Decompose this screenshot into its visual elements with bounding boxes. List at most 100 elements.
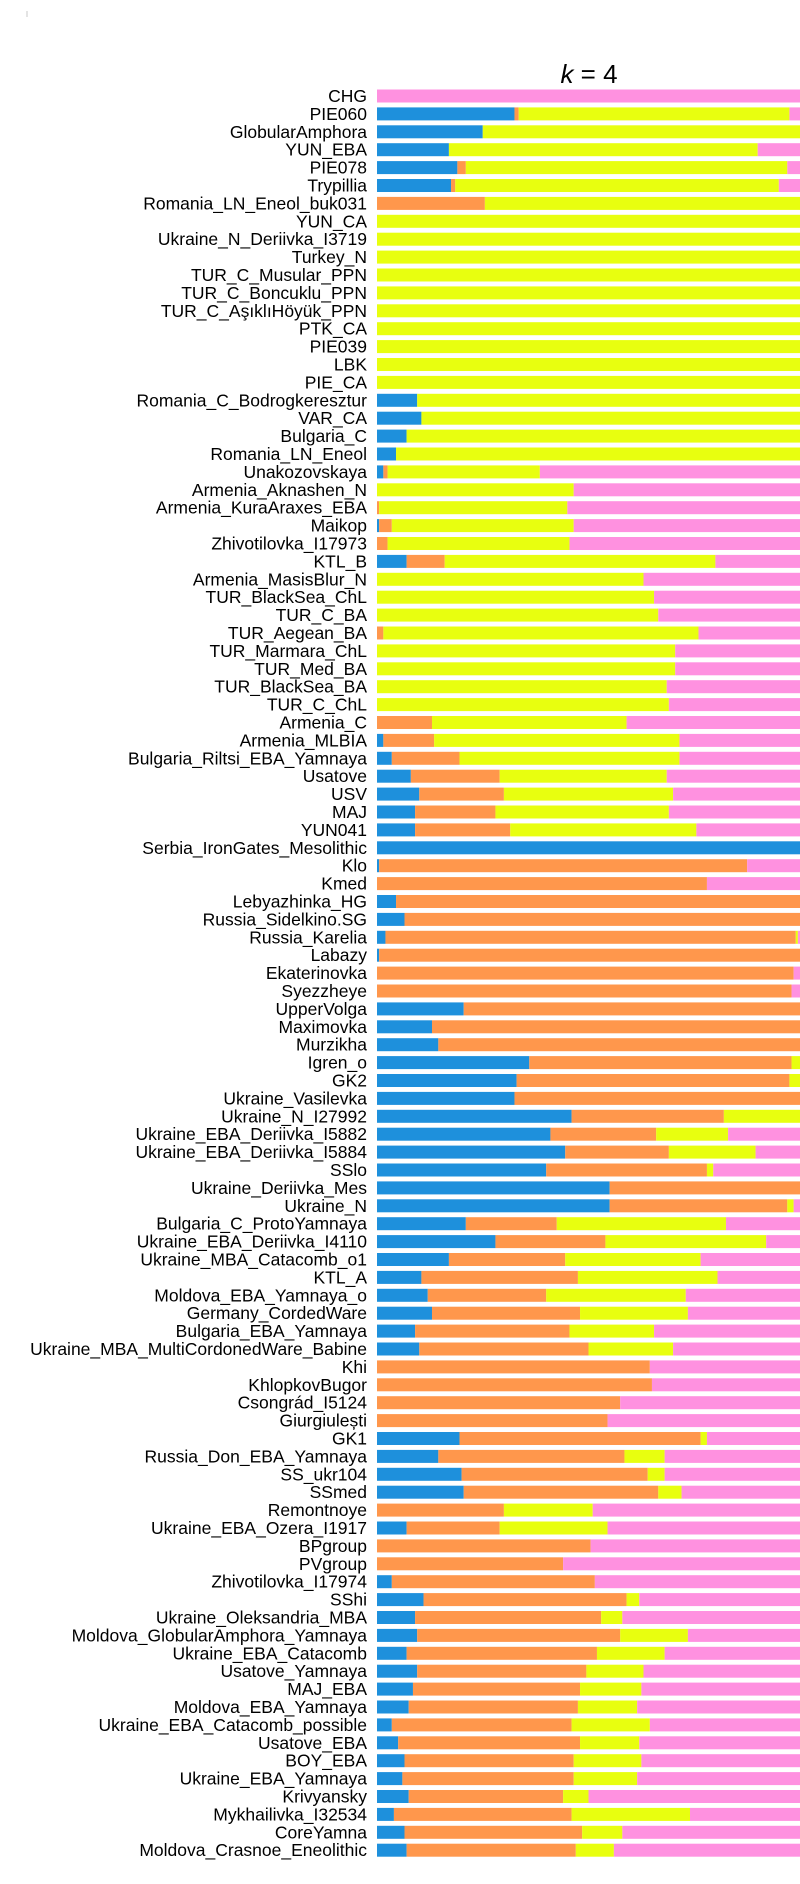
row-label: PIE_CA — [305, 372, 368, 393]
bar-segment — [789, 1074, 800, 1087]
bar-segment — [377, 1628, 418, 1642]
row-label: TUR_C_AşıklıHöyük_PPN — [161, 301, 367, 322]
bar-segment — [377, 1736, 399, 1750]
bar-segment — [793, 1199, 800, 1213]
bar-segment — [639, 1736, 800, 1750]
bar-segment — [624, 1449, 665, 1463]
bar-segment — [412, 1682, 581, 1696]
row-label: Armenia_MasisBlur_N — [193, 569, 367, 590]
bar-segment — [666, 769, 800, 783]
bar-segment — [649, 1360, 800, 1374]
bar-segment — [377, 358, 800, 371]
bar-segment — [668, 805, 800, 819]
bar-segment — [641, 1682, 800, 1696]
row-label: PIE060 — [310, 104, 368, 124]
bar-segment — [377, 590, 655, 604]
bar-segment — [391, 1718, 572, 1732]
bar-segment — [499, 1521, 608, 1535]
bar-segment — [377, 1790, 409, 1803]
bar-segment — [681, 1485, 800, 1499]
bar-segment — [377, 89, 800, 103]
bar-segment — [377, 304, 800, 318]
bar-segment — [715, 554, 800, 568]
bar-segment — [713, 1163, 800, 1177]
bar-segment — [465, 1217, 557, 1231]
bar-segment — [377, 698, 669, 712]
bar-segment — [377, 1807, 394, 1821]
labels-group: CHGPIE060GlobularAmphoraYUN_EBAPIE078Try… — [30, 86, 367, 1861]
bar-segment — [385, 930, 796, 944]
row-label: KhlopkovBugor — [248, 1375, 367, 1395]
bar-segment — [626, 1593, 640, 1607]
bar-segment — [408, 1790, 564, 1803]
bar-segment — [406, 429, 800, 443]
bar-segment — [377, 1306, 432, 1320]
bar-segment — [377, 1718, 392, 1732]
bar-segment — [377, 608, 659, 622]
bar-segment — [594, 1575, 800, 1589]
bar-segment — [391, 519, 574, 533]
bar-segment — [377, 1449, 439, 1463]
bar-segment — [391, 751, 460, 765]
bar-segment — [377, 501, 380, 515]
bar-segment — [421, 1270, 578, 1284]
bar-segment — [377, 1378, 652, 1392]
bar-segment — [793, 966, 800, 980]
row-label: Bulgaria_C — [280, 426, 367, 447]
bar-segment — [377, 375, 800, 389]
row-label: Ukraine_MBA_MultiCordonedWare_Babine — [30, 1339, 367, 1360]
bar-segment — [728, 1127, 800, 1141]
bar-segment — [417, 1628, 621, 1642]
row-label: TUR_BlackSea_ChL — [206, 587, 368, 608]
bar-segment — [434, 733, 680, 747]
bar-segment — [668, 1145, 756, 1159]
bar-segment — [757, 143, 800, 157]
bar-segment — [706, 1432, 800, 1445]
bar-segment — [398, 1736, 581, 1750]
bar-segment — [687, 1306, 800, 1320]
row-label: Igren_o — [308, 1053, 367, 1074]
bar-segment — [377, 680, 667, 694]
row-label: KTL_B — [314, 551, 368, 572]
bar-segment — [706, 877, 800, 891]
row-label: Maximovka — [279, 1017, 368, 1037]
row-label: BPgroup — [299, 1536, 367, 1556]
bar-segment — [582, 1825, 623, 1839]
row-label: TUR_Marmara_ChL — [209, 641, 367, 662]
bar-segment — [377, 1002, 464, 1016]
bar-segment — [495, 805, 669, 819]
bar-segment — [377, 1342, 420, 1356]
bar-segment — [664, 1646, 800, 1660]
bar-segment — [573, 483, 800, 497]
bar-segment — [377, 465, 384, 479]
bar-segment — [457, 161, 466, 175]
bar-segment — [406, 1646, 597, 1660]
bar-segment — [698, 626, 800, 640]
bar-segment — [377, 483, 574, 497]
row-label: Remontnoye — [268, 1500, 367, 1520]
bar-segment — [377, 751, 392, 765]
bar-segment — [377, 1700, 409, 1714]
bar-segment — [673, 787, 800, 801]
bar-segment — [377, 948, 380, 962]
bar-segment — [377, 1503, 504, 1517]
row-label: Ukraine_EBA_Catacomb — [172, 1643, 367, 1664]
bar-segment — [444, 554, 716, 568]
chart-title-var: k — [560, 59, 575, 89]
bar-segment — [408, 1700, 578, 1714]
bar-segment — [565, 1253, 701, 1266]
bar-segment — [383, 733, 435, 747]
bar-segment — [571, 1109, 724, 1123]
bar-segment — [379, 859, 748, 873]
bar-segment — [690, 1807, 800, 1821]
row-label: Trypillia — [307, 176, 367, 196]
bar-segment — [666, 680, 800, 694]
bar-segment — [377, 823, 416, 837]
bar-segment — [510, 823, 697, 837]
bar-segment — [377, 393, 418, 407]
row-label: Klo — [342, 856, 367, 876]
bar-segment — [700, 1253, 800, 1266]
bar-segment — [649, 1718, 800, 1732]
bar-segment — [755, 1145, 800, 1159]
